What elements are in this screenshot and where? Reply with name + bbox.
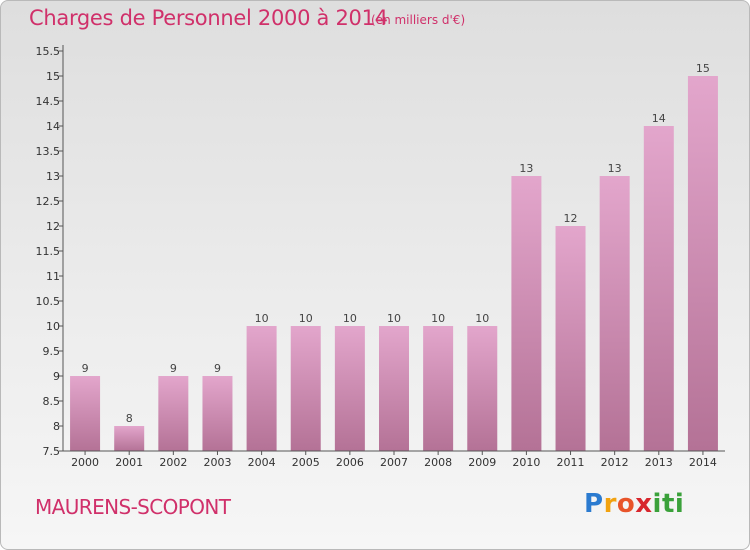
brand-letter: o bbox=[616, 489, 636, 519]
data-label-2011: 12 bbox=[564, 212, 578, 225]
y-tick-label: 10.5 bbox=[36, 295, 61, 308]
chart-subtitle: (en milliers d'€) bbox=[371, 13, 466, 27]
x-tick-label: 2007 bbox=[380, 456, 408, 469]
brand-letter: i bbox=[674, 489, 685, 519]
data-label-2000: 9 bbox=[82, 362, 89, 375]
x-tick-label: 2002 bbox=[159, 456, 187, 469]
bar-2008 bbox=[423, 326, 454, 451]
chart-title: Charges de Personnel 2000 à 2014 bbox=[29, 6, 388, 30]
x-tick-label: 2010 bbox=[512, 456, 540, 469]
y-tick-label: 8.5 bbox=[43, 395, 61, 408]
data-label-2006: 10 bbox=[343, 312, 357, 325]
y-tick-label: 13.5 bbox=[36, 145, 61, 158]
bar-2003 bbox=[202, 376, 233, 451]
data-label-2013: 14 bbox=[652, 112, 666, 125]
y-tick-label: 10 bbox=[46, 320, 60, 333]
bars-layer: 9 8 9 9 10 10 10 10 10 10 13 12 13 14 15 bbox=[70, 62, 718, 451]
x-tick-label: 2011 bbox=[557, 456, 585, 469]
data-label-2002: 9 bbox=[170, 362, 177, 375]
bar-2011 bbox=[555, 226, 586, 451]
bar-2004 bbox=[246, 326, 277, 451]
data-label-2010: 13 bbox=[519, 162, 533, 175]
data-label-2005: 10 bbox=[299, 312, 313, 325]
bar-2012 bbox=[599, 176, 630, 451]
x-tick-label: 2001 bbox=[115, 456, 143, 469]
x-tick-label: 2006 bbox=[336, 456, 364, 469]
x-tick-label: 2014 bbox=[689, 456, 717, 469]
y-tick-label: 13 bbox=[46, 170, 60, 183]
y-tick-label: 9.5 bbox=[43, 345, 61, 358]
data-label-2014: 15 bbox=[696, 62, 710, 75]
bar-2006 bbox=[334, 326, 365, 451]
brand-logo: Proxiti bbox=[584, 489, 684, 519]
bar-2007 bbox=[379, 326, 409, 451]
y-tick-label: 8 bbox=[53, 420, 60, 433]
brand-letter: x bbox=[635, 489, 653, 519]
y-tick-label: 11 bbox=[46, 270, 60, 283]
y-tick-label: 11.5 bbox=[36, 245, 61, 258]
bar-2009 bbox=[467, 326, 498, 451]
x-tick-label: 2000 bbox=[71, 456, 99, 469]
data-label-2004: 10 bbox=[255, 312, 269, 325]
y-tick-label: 15.5 bbox=[36, 45, 61, 58]
bar-2010 bbox=[511, 176, 542, 451]
y-tick-label: 14 bbox=[46, 120, 60, 133]
y-tick-label: 7.5 bbox=[43, 445, 61, 458]
data-label-2001: 8 bbox=[126, 412, 133, 425]
y-tick-label: 12 bbox=[46, 220, 60, 233]
x-tick-label: 2008 bbox=[424, 456, 452, 469]
bar-2000 bbox=[70, 376, 101, 451]
data-label-2008: 10 bbox=[431, 312, 445, 325]
y-tick-label: 9 bbox=[53, 370, 60, 383]
bar-2005 bbox=[290, 326, 321, 451]
brand-letter: t bbox=[661, 489, 675, 519]
bar-2013 bbox=[643, 126, 674, 451]
brand-letter: i bbox=[652, 489, 662, 519]
commune-name: MAURENS-SCOPONT bbox=[35, 495, 231, 519]
x-tick-label: 2005 bbox=[292, 456, 320, 469]
brand-letter: r bbox=[603, 489, 617, 519]
bar-2014 bbox=[687, 76, 718, 451]
bar-2002 bbox=[158, 376, 189, 451]
data-label-2003: 9 bbox=[214, 362, 221, 375]
x-tick-label: 2013 bbox=[645, 456, 673, 469]
y-tick-label: 12.5 bbox=[36, 195, 61, 208]
x-tick-label: 2009 bbox=[468, 456, 496, 469]
x-tick-label: 2004 bbox=[248, 456, 276, 469]
x-tick-label: 2012 bbox=[601, 456, 629, 469]
y-tick-label: 15 bbox=[46, 70, 60, 83]
data-label-2007: 10 bbox=[387, 312, 401, 325]
data-label-2009: 10 bbox=[475, 312, 489, 325]
bar-2001 bbox=[114, 426, 145, 451]
data-label-2012: 13 bbox=[608, 162, 622, 175]
x-tick-label: 2003 bbox=[203, 456, 231, 469]
axes-layer: 2000 2001 2002 2003 2004 2005 2006 2007 2008 2009… bbox=[36, 45, 725, 469]
brand-letter: P bbox=[584, 489, 604, 519]
y-tick-label: 14.5 bbox=[36, 95, 61, 108]
